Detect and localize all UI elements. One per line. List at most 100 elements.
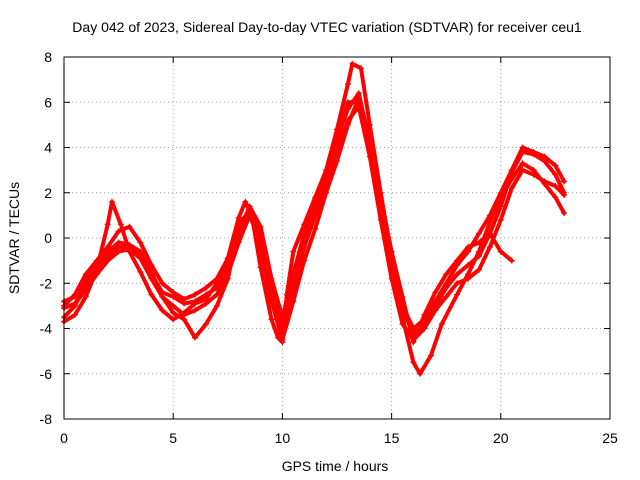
data-point	[82, 280, 89, 287]
data-point	[290, 298, 297, 305]
data-point	[421, 325, 428, 332]
y-axis-label: SDTVAR / TECUs	[6, 182, 22, 294]
data-point	[530, 149, 537, 155]
data-point	[323, 189, 330, 196]
data-point	[104, 221, 111, 228]
data-point	[290, 248, 297, 255]
data-point	[115, 228, 122, 235]
data-point	[312, 225, 319, 232]
data-point	[290, 275, 297, 282]
data-point	[170, 309, 177, 316]
data-point	[443, 271, 450, 278]
y-tick-label: -2	[40, 275, 53, 291]
data-point	[497, 189, 504, 196]
series-line	[62, 95, 514, 345]
data-point	[541, 153, 548, 160]
data-point	[486, 212, 493, 219]
data-point	[355, 94, 362, 101]
x-tick-label: 10	[275, 430, 291, 446]
x-tick-label: 25	[602, 430, 618, 446]
data-point	[486, 230, 493, 237]
data-point	[417, 370, 423, 377]
data-point	[552, 162, 559, 169]
data-point	[443, 293, 450, 300]
data-point	[137, 250, 144, 257]
data-point	[192, 334, 198, 341]
data-point	[432, 298, 439, 305]
data-point	[213, 302, 220, 309]
grid-layer	[64, 57, 610, 419]
y-tick-label: 0	[44, 230, 52, 246]
data-point	[508, 257, 515, 264]
data-point	[192, 298, 198, 305]
data-point	[170, 316, 177, 323]
data-point	[268, 316, 275, 323]
data-point	[388, 248, 395, 255]
data-point	[410, 359, 417, 366]
x-tick-label: 0	[60, 430, 68, 446]
data-point	[334, 140, 340, 146]
data-point	[486, 244, 493, 251]
data-point	[399, 321, 406, 327]
data-point	[454, 271, 461, 278]
data-point	[213, 291, 220, 298]
y-tick-label: -8	[40, 411, 53, 427]
data-point	[497, 203, 504, 210]
data-point	[476, 239, 482, 246]
data-point	[268, 298, 275, 305]
data-point	[104, 253, 111, 260]
data-point	[399, 293, 406, 300]
data-point	[561, 192, 568, 198]
data-point	[203, 321, 209, 327]
data-point	[454, 291, 461, 298]
data-point	[432, 307, 439, 314]
data-point	[530, 171, 537, 178]
data-point	[159, 293, 166, 300]
data-point	[427, 352, 434, 359]
chart-title: Day 042 of 2023, Sidereal Day-to-day VTE…	[72, 19, 582, 35]
data-point	[137, 239, 144, 246]
y-tick-label: -6	[40, 366, 53, 382]
data-point	[71, 311, 78, 318]
data-point	[552, 183, 559, 189]
x-axis-label: GPS time / hours	[282, 458, 389, 474]
data-point	[213, 275, 220, 282]
data-point	[476, 266, 482, 273]
data-point	[388, 268, 395, 275]
data-point	[148, 291, 155, 298]
data-point	[192, 291, 198, 298]
data-point	[541, 178, 548, 185]
data-point	[235, 225, 242, 232]
x-tick-label: 5	[169, 430, 177, 446]
data-point	[246, 207, 253, 214]
data-point	[561, 210, 568, 217]
data-point	[82, 293, 89, 300]
data-point	[192, 307, 198, 314]
data-point	[203, 300, 209, 307]
data-point	[170, 289, 177, 296]
data-point	[476, 230, 482, 237]
data-point	[115, 244, 122, 251]
data-point	[344, 81, 351, 88]
data-point	[203, 291, 209, 298]
data-point	[224, 255, 231, 262]
data-point	[257, 244, 264, 251]
y-tick-label: 6	[44, 94, 52, 110]
series-layer	[61, 60, 568, 377]
data-point	[454, 280, 461, 287]
data-point	[323, 176, 330, 183]
data-point	[465, 262, 471, 269]
data-point	[366, 135, 373, 142]
data-point	[109, 198, 115, 205]
data-point	[170, 302, 177, 309]
data-point	[148, 268, 155, 275]
data-point	[181, 316, 188, 323]
data-point	[159, 280, 166, 287]
data-point	[519, 144, 526, 151]
y-tick-label: 2	[44, 185, 52, 201]
x-tick-label: 15	[384, 430, 400, 446]
data-point	[235, 214, 242, 221]
data-point	[181, 296, 188, 303]
data-point	[358, 65, 364, 72]
